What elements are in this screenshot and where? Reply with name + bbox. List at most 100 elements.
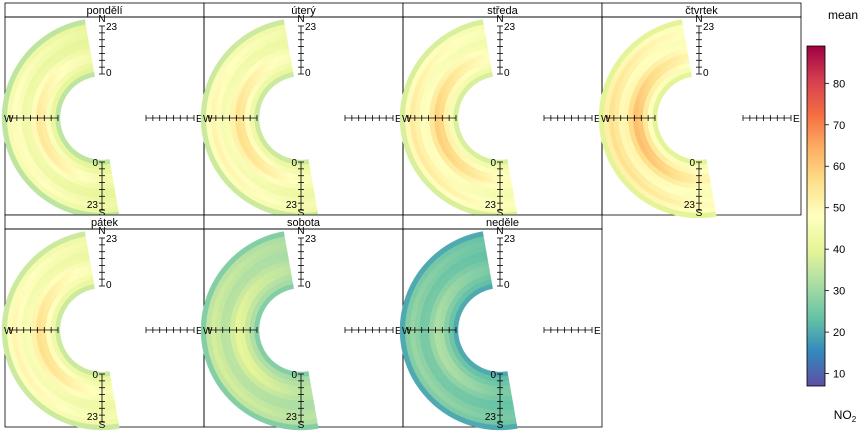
annulus-cell xyxy=(489,178,495,185)
annulus-cell xyxy=(295,390,300,397)
annulus-cell xyxy=(443,109,450,114)
annulus-cell xyxy=(96,178,101,185)
colorbar-variable-subscript: 2 xyxy=(852,415,857,424)
direction-label-west: W xyxy=(203,326,213,337)
radial-label-end-north: 23 xyxy=(504,22,516,33)
annulus-cell xyxy=(701,178,707,185)
annulus-cell xyxy=(109,187,116,194)
annulus-cell xyxy=(424,120,430,127)
annulus-cell xyxy=(105,424,114,431)
annulus-cell xyxy=(702,202,710,209)
annulus-cell xyxy=(493,183,499,190)
annulus-cell xyxy=(30,328,37,334)
annulus-cell xyxy=(294,183,300,190)
annulus-cell xyxy=(96,381,102,387)
annulus-cell xyxy=(419,121,425,128)
annulus-cell xyxy=(21,333,27,340)
direction-label-south: S xyxy=(99,208,106,219)
radial-label-start-north: 0 xyxy=(504,280,510,291)
annulus-cell xyxy=(229,332,236,338)
annulus-cell xyxy=(100,391,106,397)
annulus-cell xyxy=(96,169,102,175)
annulus-cell xyxy=(90,399,97,406)
annulus-cell xyxy=(234,324,241,329)
annulus-cell xyxy=(503,193,510,199)
annulus-cell xyxy=(438,108,445,114)
annulus-cell xyxy=(311,423,319,430)
annulus-cell xyxy=(623,120,629,127)
annulus-cell xyxy=(30,120,37,126)
annulus-cell xyxy=(201,96,209,104)
annulus-cell xyxy=(104,188,111,194)
annulus-cell xyxy=(498,179,504,185)
panel-title: úterý xyxy=(291,5,316,17)
annulus-heatmap xyxy=(399,19,518,219)
annulus-cell xyxy=(100,183,106,190)
radial-label-end-south: 23 xyxy=(684,200,696,211)
annulus-cell xyxy=(229,323,236,329)
annulus-cell xyxy=(504,371,509,377)
annulus-cell xyxy=(249,321,255,327)
annulus-cell xyxy=(304,207,312,214)
annulus-cell xyxy=(503,405,510,411)
annulus-cell xyxy=(31,318,37,325)
annulus-cell xyxy=(488,183,495,189)
annulus-cell xyxy=(693,169,699,175)
annulus-cell xyxy=(503,409,510,416)
annulus-cell xyxy=(419,105,426,112)
radial-label-start-north: 0 xyxy=(703,68,709,79)
annulus-cell xyxy=(304,414,312,421)
colorbar-tick-label: 40 xyxy=(833,244,845,256)
annulus-cell xyxy=(244,109,251,114)
annulus-cell xyxy=(702,207,710,214)
annulus-cell xyxy=(488,395,495,401)
annulus-cell xyxy=(90,187,97,194)
annulus-cell xyxy=(443,321,450,326)
annulus-cell xyxy=(239,112,245,117)
annulus-cell xyxy=(201,102,208,110)
annulus-cell xyxy=(2,308,10,316)
annulus-heatmap xyxy=(598,19,717,219)
annulus-cell xyxy=(45,321,52,326)
annulus-cell xyxy=(107,385,113,392)
radial-label-end-south: 23 xyxy=(485,412,497,423)
annulus-cell xyxy=(106,375,112,382)
annulus-cell xyxy=(220,333,226,340)
annulus-cell xyxy=(498,381,503,387)
annulus-cell xyxy=(40,328,46,333)
annulus-cell xyxy=(2,128,9,136)
direction-label-south: S xyxy=(298,208,305,219)
direction-label-west: W xyxy=(402,114,412,125)
radial-label-start-south: 0 xyxy=(291,370,297,381)
annulus-cell xyxy=(239,324,245,329)
annulus-cell xyxy=(428,111,435,117)
colorbar-variable: NO xyxy=(834,408,852,422)
colorbar-tick-label: 70 xyxy=(833,120,845,132)
annulus-cell xyxy=(637,112,643,117)
direction-label-north: N xyxy=(98,14,105,25)
annulus-cell xyxy=(503,202,511,209)
annulus-cell xyxy=(637,108,644,114)
annulus-cell xyxy=(210,104,217,111)
annulus-cell xyxy=(414,316,421,324)
annulus-cell xyxy=(503,419,511,426)
annulus-cell xyxy=(105,405,112,411)
annulus-cell xyxy=(229,111,236,117)
radial-label-start-north: 0 xyxy=(504,68,510,79)
annulus-cell xyxy=(45,328,51,333)
annulus-cell xyxy=(239,116,245,121)
direction-label-north: N xyxy=(695,14,702,25)
annulus-cell xyxy=(40,108,47,114)
annulus-cell xyxy=(433,328,439,334)
annulus-cell xyxy=(107,380,113,387)
annulus-cell xyxy=(304,409,311,416)
annulus-cell xyxy=(16,104,23,112)
colorbar-title: mean xyxy=(828,8,858,22)
annulus-cell xyxy=(504,375,510,382)
direction-label-east: E xyxy=(793,114,800,125)
annulus-cell xyxy=(303,188,310,194)
annulus-cell xyxy=(239,320,246,326)
annulus-cell xyxy=(502,188,509,194)
annulus-cell xyxy=(400,308,408,316)
colorbar-tick-label: 50 xyxy=(833,203,845,215)
